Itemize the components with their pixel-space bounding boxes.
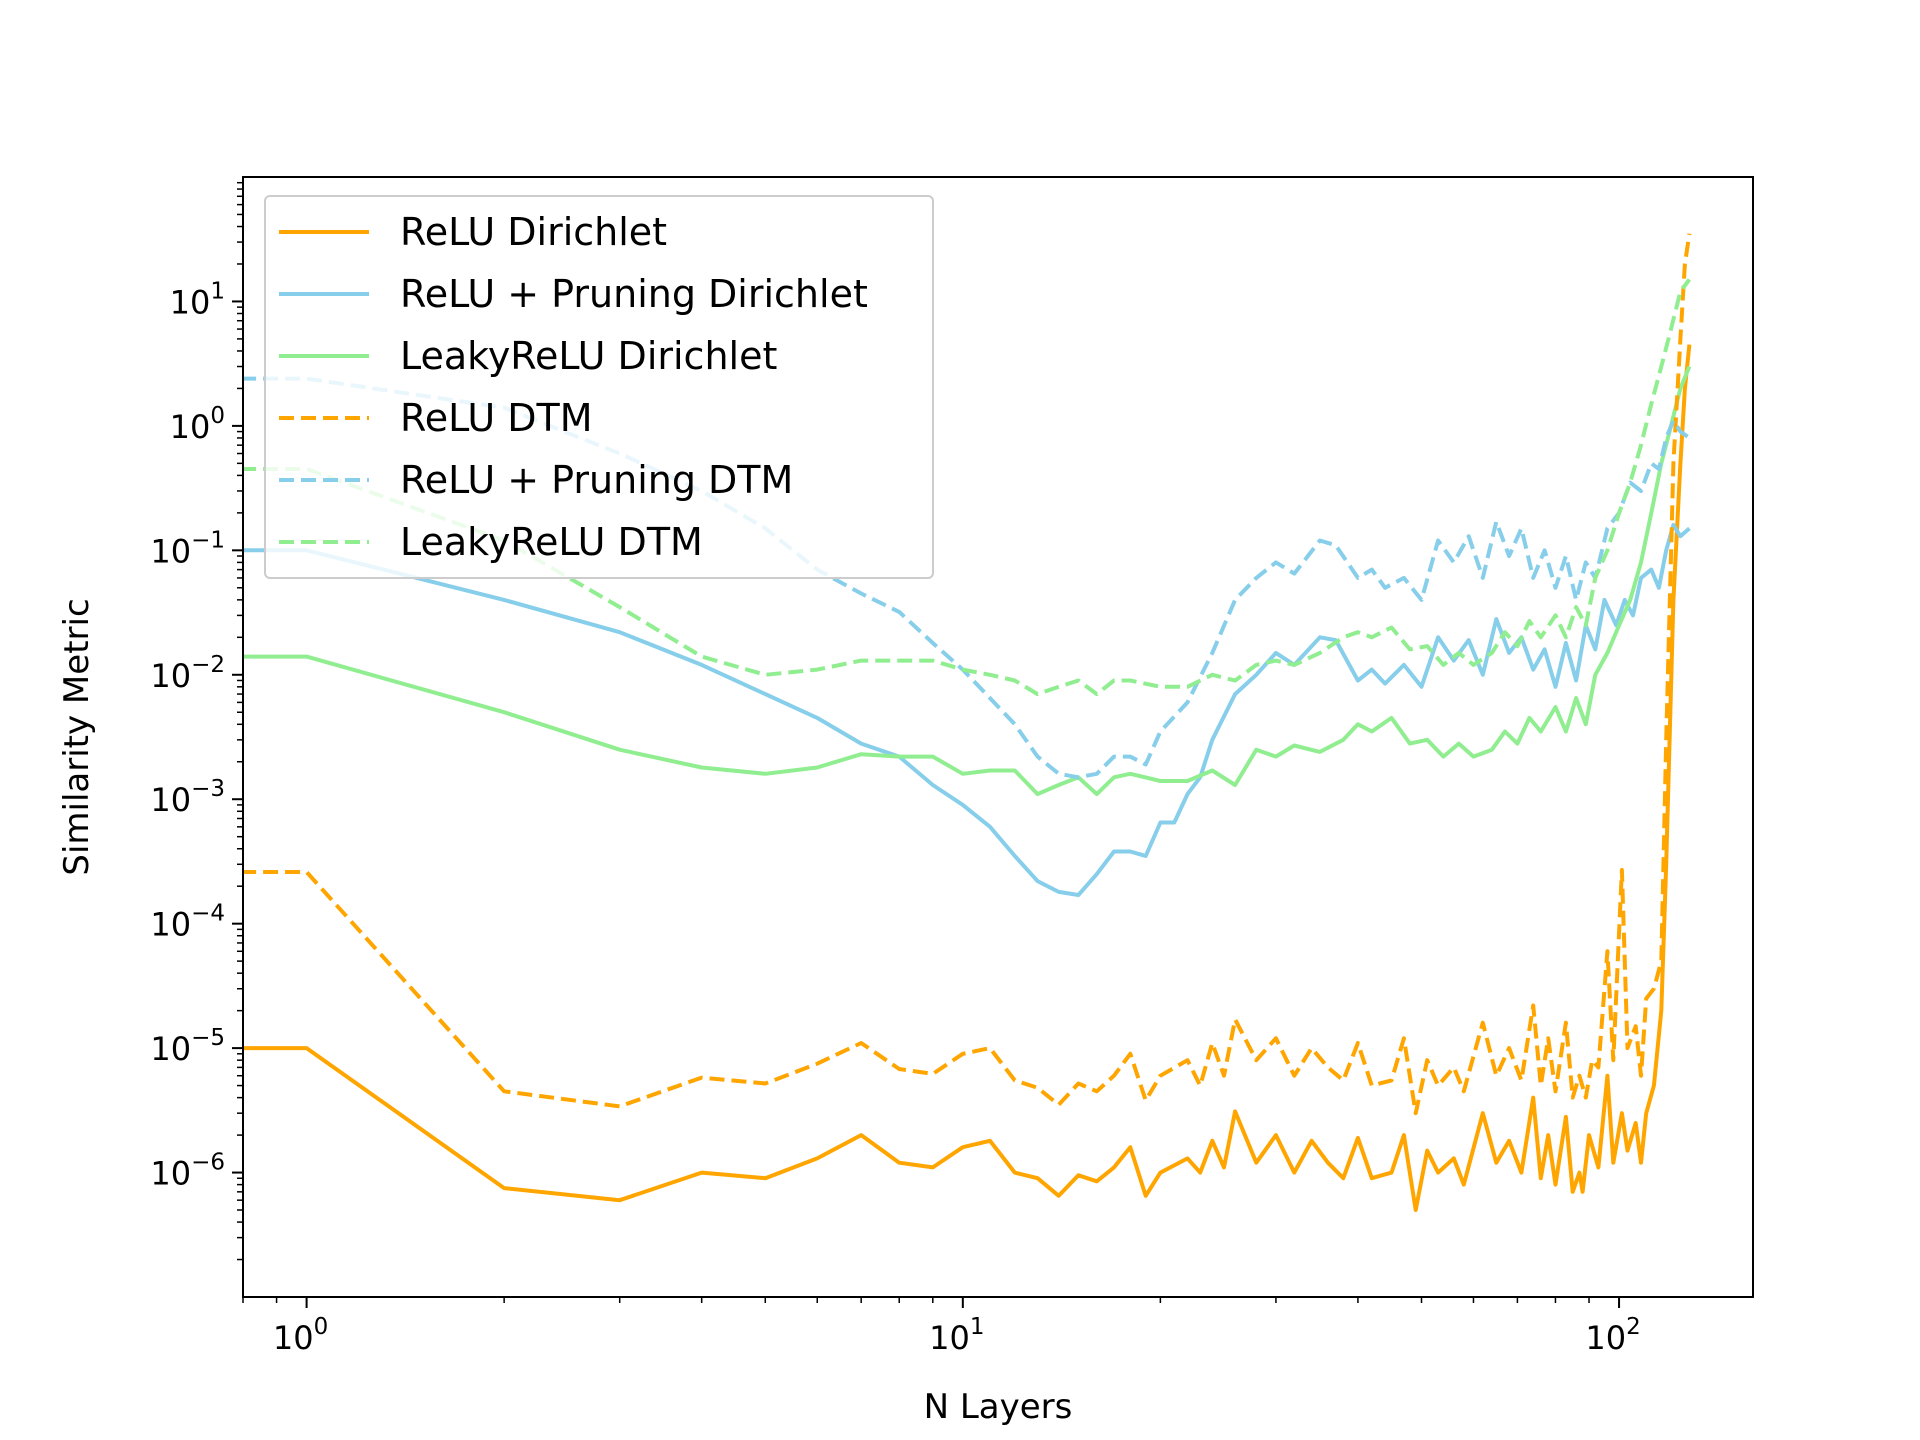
x-tick-base: 10	[929, 1319, 970, 1357]
x-axis-label: N Layers	[924, 1387, 1073, 1427]
legend-label: ReLU Dirichlet	[400, 210, 667, 254]
series-group	[243, 233, 1692, 1212]
y-tick-label: 10−6	[150, 1150, 225, 1193]
y-tick-exponent: 0	[210, 403, 225, 429]
y-axis-label: Similarity Metric	[57, 598, 97, 875]
y-tick-label: 101	[170, 278, 225, 321]
y-tick-label: 10−2	[150, 652, 225, 695]
y-tick-base: 10	[150, 906, 191, 944]
y-tick-label: 10−1	[150, 527, 225, 570]
y-tick-exponent: −6	[191, 1150, 225, 1176]
y-tick-base: 10	[170, 283, 211, 321]
y-tick-base: 10	[170, 408, 211, 446]
legend-label: LeakyReLU Dirichlet	[400, 334, 777, 378]
series-line-leakyrelu-dtm	[243, 278, 1692, 697]
x-tick-base: 10	[273, 1319, 314, 1357]
y-tick-exponent: 1	[210, 278, 225, 304]
plot-frame	[242, 176, 1754, 1298]
legend-label: ReLU + Pruning Dirichlet	[400, 272, 868, 316]
series-line-leakyrelu-dirichlet	[243, 365, 1692, 797]
y-tick-label: 100	[170, 403, 225, 446]
x-tick-label: 102	[1585, 1314, 1640, 1357]
x-tick-base: 10	[1585, 1319, 1626, 1357]
legend-label: LeakyReLU DTM	[400, 520, 703, 564]
y-tick-label: 10−3	[150, 776, 225, 819]
y-tick-base: 10	[150, 532, 191, 570]
series-line-relu-dtm	[243, 233, 1692, 1116]
y-tick-exponent: −5	[191, 1025, 225, 1051]
y-tick-label: 10−5	[150, 1025, 225, 1068]
x-tick-exponent: 1	[970, 1314, 985, 1340]
x-tick-label: 100	[273, 1314, 328, 1357]
legend-label: ReLU + Pruning DTM	[400, 458, 793, 502]
x-tick-exponent: 2	[1626, 1314, 1641, 1340]
y-tick-base: 10	[150, 1030, 191, 1068]
y-tick-exponent: −1	[191, 527, 225, 553]
x-tick-exponent: 0	[314, 1314, 329, 1340]
legend: ReLU Dirichlet ReLU + Pruning Dirichlet Le…	[264, 195, 934, 579]
legend-label: ReLU DTM	[400, 396, 593, 440]
y-tick-base: 10	[150, 657, 191, 695]
series-line-relu-pruning-dtm	[243, 376, 1691, 780]
y-tick-label: 10−4	[150, 901, 225, 944]
y-tick-exponent: −4	[191, 901, 225, 927]
y-tick-base: 10	[150, 781, 191, 819]
series-line-relu-dirichlet	[243, 344, 1692, 1212]
x-tick-label: 101	[929, 1314, 984, 1357]
legend-box	[264, 195, 934, 579]
y-tick-exponent: −3	[191, 776, 225, 802]
y-tick-base: 10	[150, 1155, 191, 1193]
y-tick-exponent: −2	[191, 652, 225, 678]
